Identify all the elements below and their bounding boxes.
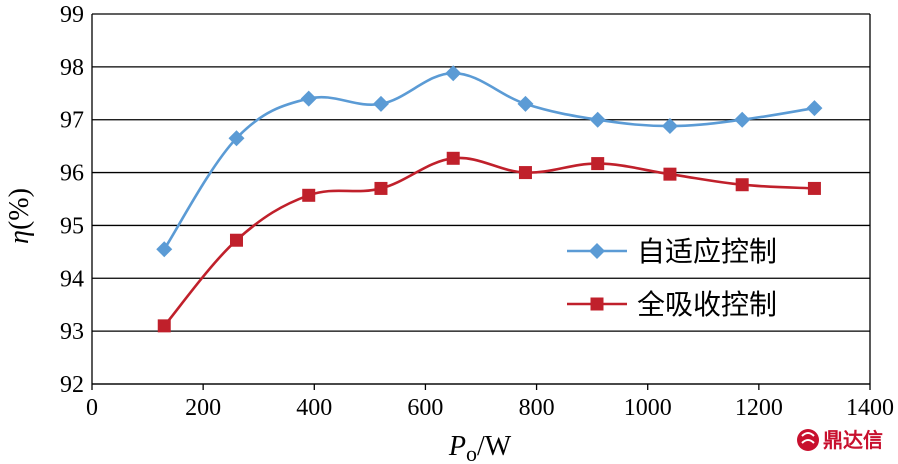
series-1-point [589,111,606,128]
x-tick-label: 400 [296,395,332,421]
y-tick-label: 97 [60,108,84,134]
y-tick-label: 92 [60,372,84,398]
axes [91,14,871,390]
y-tick-label: 98 [60,55,84,81]
x-tick-label: 0 [86,395,98,421]
x-tick-label: 1400 [846,395,894,421]
x-axis-label-unit: /W [477,431,512,462]
legend-label: 自适应控制 [637,235,777,268]
series-1-point [445,65,462,82]
grid-lines [92,13,870,385]
x-axis-label: Po/W [448,431,512,464]
series-2-point [735,178,749,192]
y-axis-label-unit: (%) [4,188,35,230]
x-tick-label: 1000 [624,395,672,421]
series-2-point [374,181,388,195]
y-tick-label: 93 [60,319,84,345]
series-1-point [372,95,389,112]
x-tick-label: 600 [407,395,443,421]
series-2-point [446,151,460,165]
y-tick-labels: 92 93 94 95 96 97 98 99 [60,2,84,398]
series-2-point [807,181,821,195]
series-1-point [517,95,534,112]
watermark-text: 鼎达信 [823,428,883,452]
series-2-line [163,156,815,327]
series-1-point [228,130,245,147]
x-tick-label: 200 [185,395,221,421]
legend-label: 全吸收控制 [637,288,777,321]
y-axis-label-symbol: η [4,230,35,244]
x-tick-label: 1200 [735,395,783,421]
legend-swatch-marker [590,297,604,311]
series-2-point [229,233,243,247]
legend-swatch-marker [589,243,605,259]
series-2-point [518,166,532,180]
series-layer [156,65,823,333]
y-tick-label: 99 [60,2,84,28]
series-2-point [302,188,316,202]
y-axis-label: η(%) [4,188,35,244]
x-axis-label-symbol: P [448,431,466,462]
legend-item-1: 自适应控制 [567,235,777,268]
y-tick-label: 95 [60,213,84,239]
series-2 [157,151,821,333]
watermark-logo: 鼎达信 [797,428,883,452]
series-1-point [156,241,173,258]
y-tick-label: 96 [60,161,84,187]
x-tick-labels: 0 200 400 600 800 1000 1200 1400 [86,395,894,421]
x-tick-label: 800 [519,395,555,421]
series-1 [156,65,823,258]
series-1-line [163,71,815,250]
legend-item-2: 全吸收控制 [567,288,777,321]
series-2-point [591,157,605,171]
series-2-point [663,167,677,181]
y-tick-label: 94 [60,266,84,292]
x-axis-label-subscript: o [466,441,477,464]
series-1-point [734,111,751,128]
series-2-point [157,319,171,333]
series-1-point [661,118,678,135]
series-1-point [806,100,823,117]
series-1-point [300,90,317,107]
